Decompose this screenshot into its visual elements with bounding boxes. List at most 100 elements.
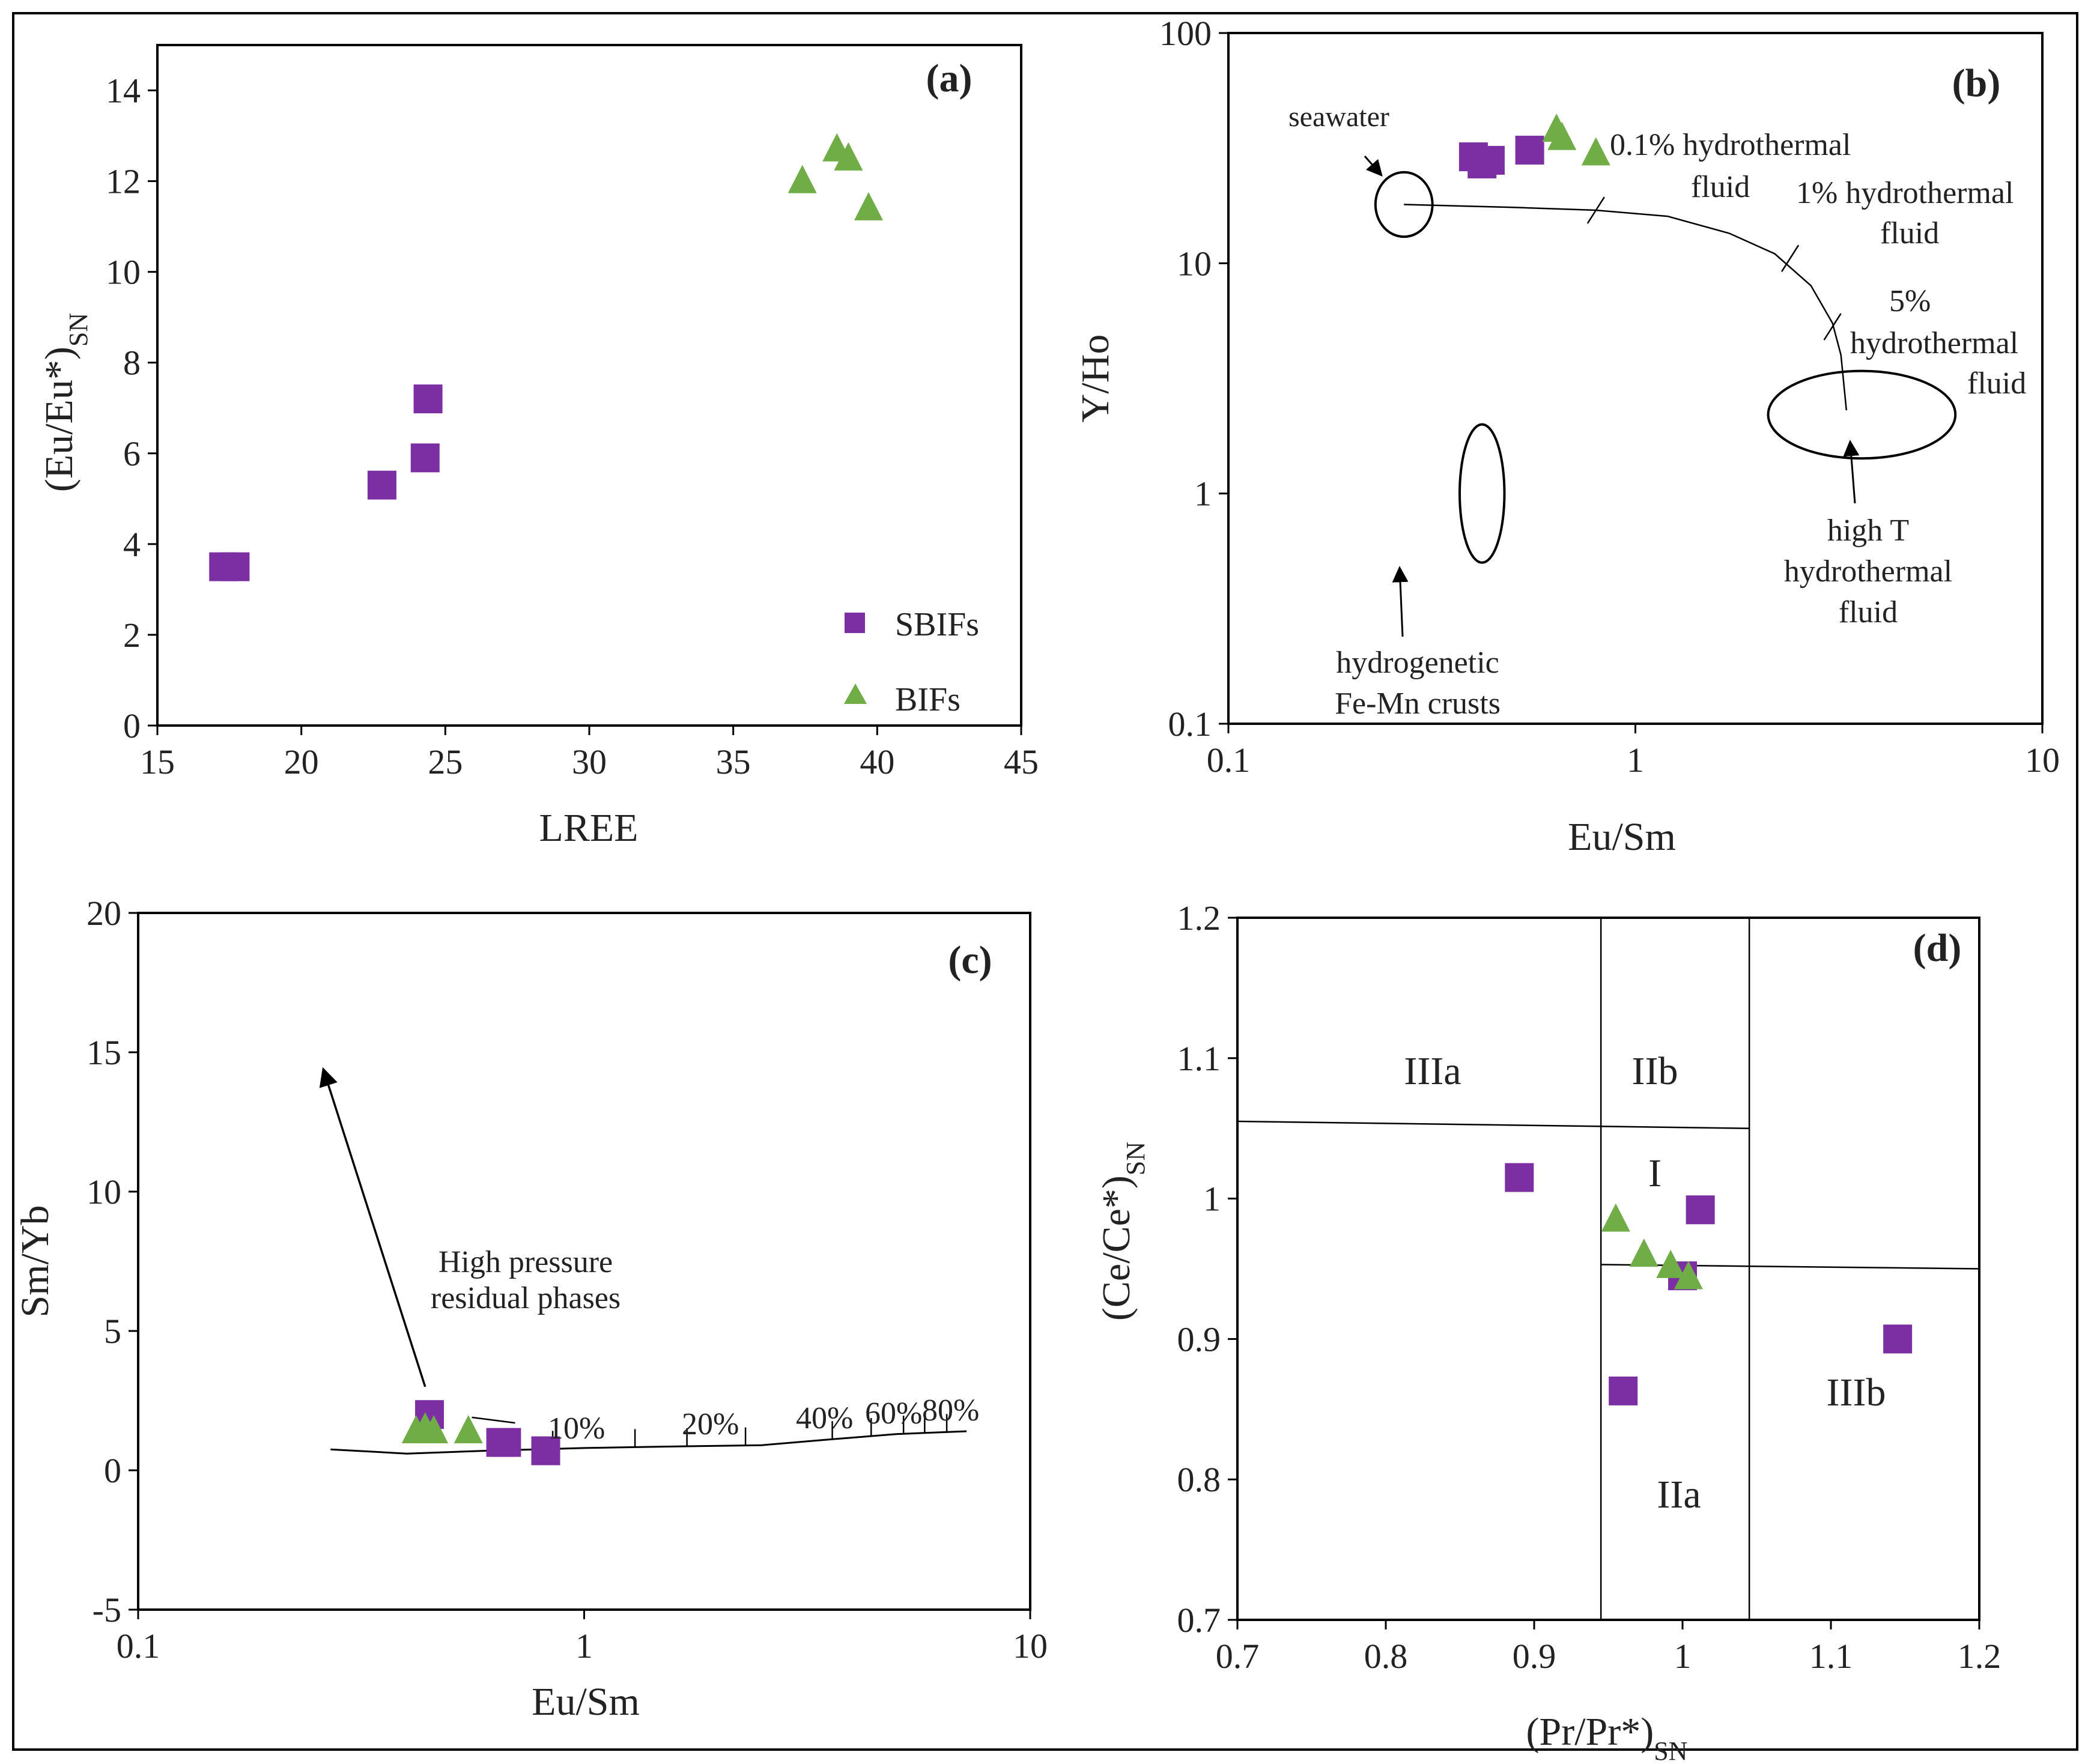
panel-b-y-tick-label: 10 xyxy=(1177,244,1212,283)
panel-d-sbif-point xyxy=(1883,1324,1913,1354)
panel-d-x-tick-label: 1 xyxy=(1674,1637,1692,1676)
mixing-curve-tick xyxy=(1586,196,1605,224)
panel-d-x-tick-label: 1.1 xyxy=(1809,1637,1853,1676)
panel-d-sbif-point xyxy=(1686,1195,1715,1225)
panel-a-x-tick-label: 40 xyxy=(860,742,894,781)
legend-bif-marker xyxy=(844,683,867,704)
ellipse-seawater xyxy=(1374,171,1434,238)
annot-p40: 40% xyxy=(796,1401,853,1435)
panel-d-x-tick-label: 1.2 xyxy=(1958,1637,2001,1676)
panel-d-x-tick-label: 0.8 xyxy=(1364,1637,1408,1676)
pressure-segment xyxy=(472,1416,515,1424)
panel-b-y-title: Y/Ho xyxy=(1073,335,1117,423)
mixing-curve-tick xyxy=(1823,313,1842,341)
annot-seawater: seawater xyxy=(1288,101,1389,133)
annot-h1-1: 1% hydrothermal xyxy=(1796,176,2014,210)
panel-c-x-tick-label: 0.1 xyxy=(117,1626,160,1665)
panel-a-sbif-point xyxy=(367,470,396,500)
panel-a-plot-frame xyxy=(156,44,1022,727)
panel-b-x-tick-label: 0.1 xyxy=(1207,741,1251,780)
annot-femn-2: Fe-Mn crusts xyxy=(1335,687,1501,721)
panel-c-bif-point xyxy=(419,1415,449,1444)
annot-h01-1: 0.1% hydrothermal xyxy=(1610,128,1851,162)
field-boundary-line xyxy=(1237,1120,1750,1129)
panel-a-bif-point xyxy=(788,165,817,193)
panel-a-y-tick-label: 0 xyxy=(123,706,141,745)
panel-d-y-tick-label: 0.8 xyxy=(1177,1460,1221,1499)
panel-d-x-title-main: (Pr/Pr*) xyxy=(1526,1710,1654,1754)
panel-d-y-tick-label: 1.2 xyxy=(1177,899,1221,938)
panel-c-sbif-point xyxy=(531,1436,560,1465)
panel-d-label: (d) xyxy=(1913,926,1962,970)
panel-a-sbif-point xyxy=(413,384,443,414)
panel-b-y-tick-label: 1 xyxy=(1194,474,1212,514)
panel-b-x-tick-label: 10 xyxy=(2025,741,2060,780)
panel-a-x-tick-label: 15 xyxy=(140,742,175,781)
panel-d-y-title-main: (Ce/Ce*) xyxy=(1094,1175,1138,1321)
annot-p20: 20% xyxy=(682,1407,739,1441)
panel-c-bif-point xyxy=(454,1415,483,1444)
panel-d-y-tick-label: 0.9 xyxy=(1177,1320,1221,1359)
panel-a-y-title-main: (Eu/Eu*) xyxy=(37,347,81,492)
panel-c-sbif-point xyxy=(492,1428,521,1457)
panel-b-y-tick-label: 0.1 xyxy=(1168,705,1212,744)
panel-d-bif-point xyxy=(1629,1238,1659,1267)
panel-a: 15 20 25 30 35 40 45 0 2 4 6 8 10 12 14 (a) LREE (Eu/E… xyxy=(37,44,1039,850)
panel-a-y-tick-label: 4 xyxy=(123,525,141,564)
annot-h5-1: 5% xyxy=(1889,284,1931,318)
panel-a-bif-point xyxy=(854,192,883,220)
panel-c-x-tick-label: 1 xyxy=(575,1626,593,1665)
panel-b-sbif-point xyxy=(1515,135,1544,165)
panel-c-y-tick-label: 0 xyxy=(104,1451,121,1490)
panel-b-bif-point xyxy=(1547,121,1577,150)
panel-a-y-tick-label: 10 xyxy=(106,253,141,292)
panel-a-sbif-point xyxy=(410,443,440,473)
annot-h01-2: fluid xyxy=(1691,170,1750,204)
mixing-curve-tick xyxy=(1781,244,1800,272)
field-IIb: IIb xyxy=(1632,1049,1678,1093)
panel-d-sbif-point xyxy=(1609,1376,1638,1405)
panel-a-y-tick-label: 12 xyxy=(106,162,141,201)
panel-c-marks: 0.1 1 10 -5 0 5 10 15 20 xyxy=(86,894,1048,1665)
annot-pressure-1: High pressure xyxy=(439,1245,613,1279)
panel-d-x-tick-label: 0.7 xyxy=(1216,1637,1260,1676)
panel-a-y-tick-label: 6 xyxy=(123,434,141,473)
annot-highT-2: hydrothermal xyxy=(1784,554,1952,589)
panel-a-x-tick-label: 45 xyxy=(1004,742,1039,781)
panel-b-x-title: Eu/Sm xyxy=(1568,815,1676,859)
panel-a-marks: 15 20 25 30 35 40 45 0 2 4 6 8 10 12 14 xyxy=(106,44,1039,781)
ellipse-hydrogenetic-fe-mn-crusts xyxy=(1458,423,1506,564)
annot-p80: 80% xyxy=(922,1393,979,1428)
panel-d-bif-point xyxy=(1656,1249,1686,1278)
legend-sbif-marker xyxy=(845,613,865,633)
panel-a-y-tick-label: 2 xyxy=(123,616,141,655)
panel-d-y-title-sub: SN xyxy=(1121,1142,1150,1175)
panel-c-y-tick-label: 20 xyxy=(86,894,121,933)
annot-highT-1: high T xyxy=(1827,514,1909,548)
panel-d-bif-point xyxy=(1674,1261,1703,1290)
panel-c-y-tick-label: 15 xyxy=(86,1033,121,1072)
annot-pressure-2: residual phases xyxy=(431,1281,621,1315)
panel-a-x-tick-label: 35 xyxy=(716,742,751,781)
panel-b: 0.1 1 10 0.1 1 10 100 (b) Eu/Sm Y/Ho seawater … xyxy=(1073,14,2060,859)
panel-d-bif-point xyxy=(1601,1203,1630,1232)
panel-a-bif-point xyxy=(834,142,863,171)
panel-c-x-title: Eu/Sm xyxy=(532,1680,640,1724)
panel-a-x-title: LREE xyxy=(539,806,639,850)
panel-c-y-tick-label: 5 xyxy=(104,1312,121,1351)
figure-frame xyxy=(12,12,2078,1751)
panel-b-y-tick-label: 100 xyxy=(1159,14,1212,53)
highT-arrow xyxy=(1843,440,1860,504)
panel-a-y-title: (Eu/Eu*)SN xyxy=(37,313,93,492)
panel-b-bif-point xyxy=(1581,137,1610,166)
panel-d-y-tick-label: 1 xyxy=(1203,1180,1221,1219)
annot-h5-2: hydrothermal xyxy=(1850,326,2018,360)
legend-sbif-label: SBIFs xyxy=(895,606,979,643)
panel-b-x-tick-label: 1 xyxy=(1627,741,1644,780)
panel-b-label: (b) xyxy=(1952,61,2001,105)
panel-c-label: (c) xyxy=(948,938,992,982)
panel-d-fields: IIIa IIb I IIIb IIa xyxy=(1404,1049,1886,1517)
panel-a-x-tick-label: 25 xyxy=(428,742,463,781)
field-IIIa: IIIa xyxy=(1404,1049,1461,1093)
